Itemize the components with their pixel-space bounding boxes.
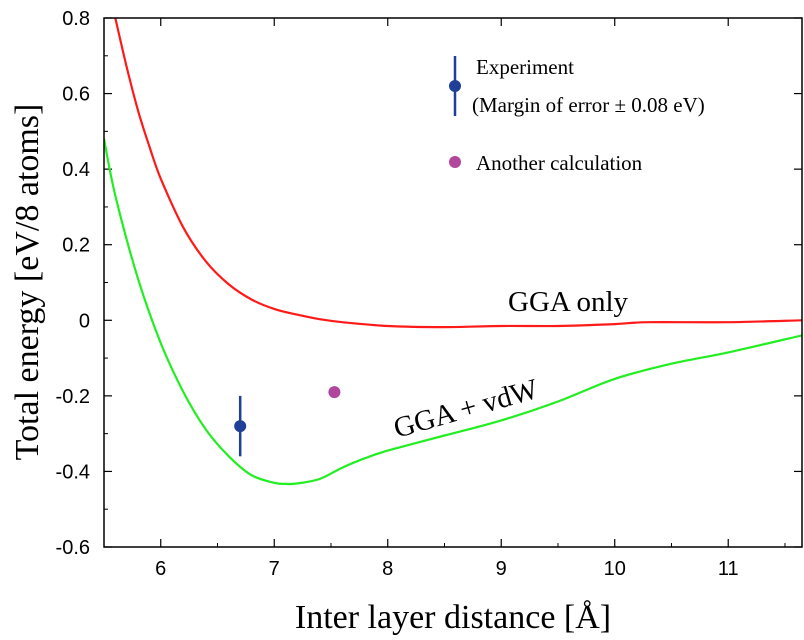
- x-tick-label: 9: [496, 558, 507, 580]
- series-line-gga-vdw: [104, 138, 802, 486]
- y-axis-title: Total energy [eV/8 atoms]: [9, 104, 46, 461]
- series-line-gga-only: [114, 18, 802, 329]
- x-tick-label: 6: [155, 558, 166, 580]
- y-tick-label: -0.6: [56, 537, 90, 559]
- x-tick-label: 8: [382, 558, 393, 580]
- points-layer: [234, 386, 341, 457]
- y-tick-label: -0.4: [56, 461, 90, 483]
- legend-another-marker: [449, 156, 461, 168]
- y-tick-label: 0.6: [62, 84, 90, 106]
- x-tick-label: 11: [718, 558, 739, 580]
- y-tick-label: 0.4: [62, 159, 90, 181]
- series-layer: [104, 18, 802, 486]
- legend-experiment-label: Experiment: [476, 55, 574, 79]
- y-tick-label: -0.2: [56, 386, 90, 408]
- curve-label-gga-vdw: GGA + vdW: [390, 373, 542, 445]
- legend-another-label: Another calculation: [476, 151, 643, 175]
- x-tick-label: 10: [604, 558, 626, 580]
- point-another-calculation: [328, 386, 341, 399]
- plot-frame: [103, 17, 803, 548]
- x-tick-label: 7: [269, 558, 280, 580]
- y-tick-label: 0: [79, 310, 90, 332]
- legend: Experiment (Margin of error ± 0.08 eV) A…: [449, 55, 705, 175]
- curve-label-gga-only: GGA only: [508, 286, 629, 318]
- y-tick-label: 0.8: [62, 8, 90, 30]
- legend-margin-label: (Margin of error ± 0.08 eV): [472, 93, 705, 117]
- legend-experiment-marker: [449, 80, 461, 92]
- x-axis-title: Inter layer distance [Å]: [295, 599, 611, 636]
- y-axis-ticks: 0.8 0.6 0.4 0.2 0 -0.2 -0.4 -0.6: [56, 8, 802, 559]
- point-experiment: [234, 420, 247, 433]
- y-tick-label: 0.2: [62, 235, 90, 257]
